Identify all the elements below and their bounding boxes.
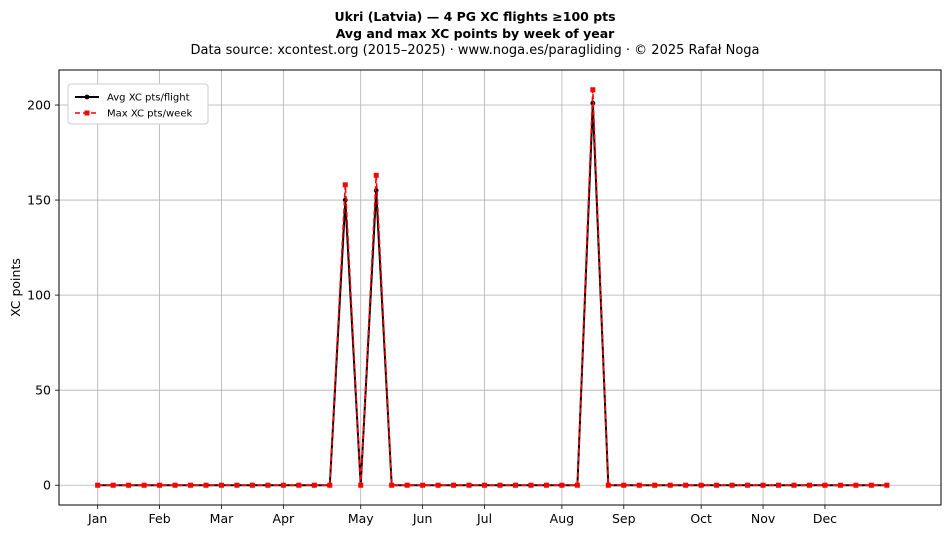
data-point — [342, 182, 348, 188]
data-point — [126, 482, 132, 488]
data-point — [543, 482, 549, 488]
data-point — [822, 482, 828, 488]
data-point — [249, 482, 255, 488]
x-tick-label: Jun — [412, 511, 433, 526]
data-point — [791, 482, 797, 488]
data-point — [559, 482, 565, 488]
data-point — [218, 482, 224, 488]
data-point — [327, 482, 333, 488]
data-point — [745, 482, 751, 488]
y-tick-label: 150 — [27, 193, 51, 208]
data-point — [435, 482, 441, 488]
data-point — [729, 482, 735, 488]
data-point — [652, 482, 658, 488]
data-point — [157, 482, 163, 488]
x-tick-label: May — [348, 511, 374, 526]
data-point — [698, 482, 704, 488]
data-point — [389, 482, 395, 488]
legend-label: Max XC pts/week — [107, 109, 192, 120]
x-tick-label: Aug — [550, 511, 574, 526]
x-tick-label: Mar — [210, 511, 234, 526]
data-point — [265, 482, 271, 488]
chart-subtitle: Data source: xcontest.org (2015–2025) · … — [190, 43, 760, 58]
data-point — [188, 482, 194, 488]
x-tick-label: Oct — [690, 511, 712, 526]
series-line — [97, 102, 887, 487]
data-point — [95, 482, 101, 488]
data-point — [497, 482, 503, 488]
data-point — [884, 482, 890, 488]
data-point — [172, 482, 178, 488]
legend-box — [67, 83, 209, 125]
x-tick-label: Sep — [612, 511, 636, 526]
y-tick-label: 0 — [43, 478, 51, 493]
data-point — [373, 172, 379, 178]
x-tick-label: Jan — [87, 511, 107, 526]
x-tick-label: Apr — [273, 511, 295, 526]
data-point — [667, 482, 673, 488]
data-point — [760, 482, 766, 488]
data-point — [806, 482, 812, 488]
grid-lines — [59, 70, 941, 505]
data-point — [482, 482, 488, 488]
y-axis-label: XC points — [8, 258, 23, 317]
data-point — [466, 482, 472, 488]
data-point — [420, 482, 426, 488]
data-point — [853, 482, 859, 488]
plot-frame — [58, 69, 942, 506]
data-point — [404, 482, 410, 488]
legend-marker — [84, 94, 90, 100]
legend: Avg XC pts/flight Max XC pts/week — [67, 83, 209, 125]
x-tick-label: Jul — [476, 511, 492, 526]
y-tick-label: 200 — [27, 97, 51, 112]
data-point — [311, 482, 317, 488]
data-point — [451, 482, 457, 488]
series-avg — [95, 100, 890, 488]
data-point — [528, 482, 534, 488]
data-point — [590, 87, 596, 93]
chart-titles: Ukri (Latvia) — 4 PG XC flights ≥100 pts… — [0, 8, 950, 60]
data-point — [141, 482, 147, 488]
data-point — [296, 482, 302, 488]
chart-title-line2: Avg and max XC points by week of year — [335, 26, 615, 41]
data-point — [203, 482, 209, 488]
data-point — [621, 482, 627, 488]
data-point — [683, 482, 689, 488]
x-tick-label: Nov — [751, 511, 776, 526]
y-tick-label: 50 — [35, 383, 51, 398]
data-point — [714, 482, 720, 488]
data-point — [358, 482, 364, 488]
data-point — [605, 482, 611, 488]
series-line — [97, 89, 887, 487]
data-point — [868, 482, 874, 488]
legend-label: Avg XC pts/flight — [107, 93, 190, 104]
data-point — [636, 482, 642, 488]
x-tick-label: Feb — [149, 511, 171, 526]
data-point — [110, 482, 116, 488]
data-point — [512, 482, 518, 488]
data-point — [574, 482, 580, 488]
data-point — [837, 482, 843, 488]
data-point — [280, 482, 286, 488]
y-tick-label: 100 — [27, 288, 51, 303]
chart-title: Ukri (Latvia) — 4 PG XC flights ≥100 pts — [334, 9, 616, 24]
series-max — [95, 87, 890, 488]
legend-marker — [84, 110, 90, 116]
data-point — [234, 482, 240, 488]
x-tick-label: Dec — [813, 511, 837, 526]
data-point — [776, 482, 782, 488]
